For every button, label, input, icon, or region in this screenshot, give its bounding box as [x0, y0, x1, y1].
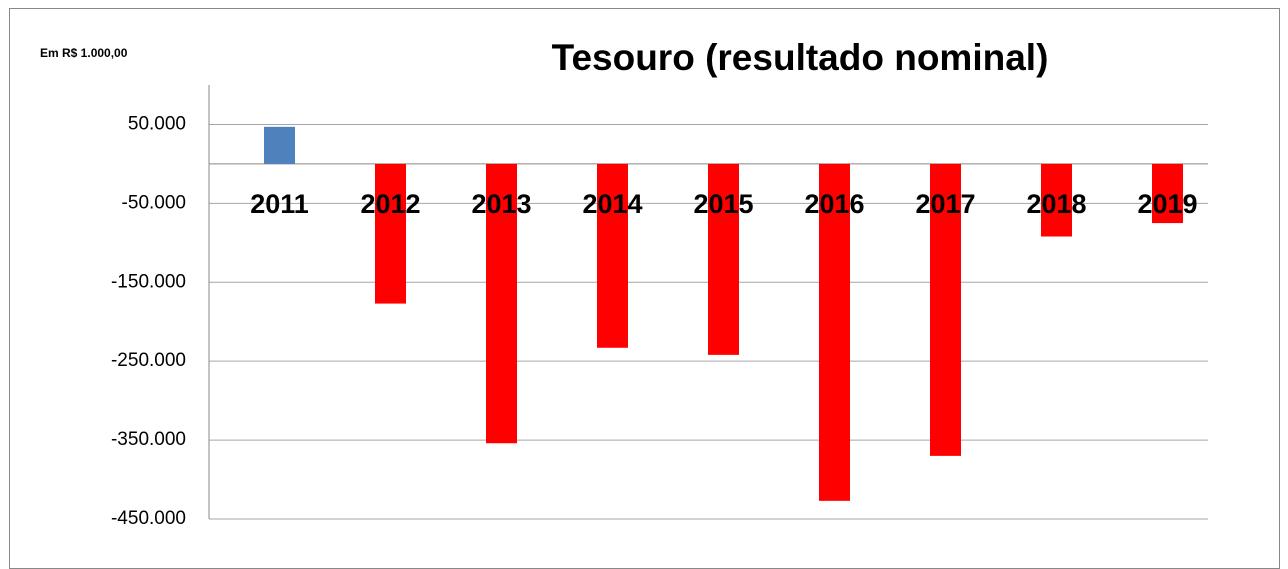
chart-subtitle: Em R$ 1.000,00: [40, 46, 128, 60]
x-tick-label: 2016: [804, 189, 864, 219]
bar: [597, 163, 628, 348]
bar: [264, 126, 295, 164]
y-tick-label: -250.000: [111, 350, 186, 371]
y-tick-label: 50.000: [128, 113, 186, 134]
bar: [930, 163, 961, 456]
x-tick-label: 2018: [1026, 189, 1086, 219]
bar: [375, 163, 406, 304]
bar: [819, 163, 850, 501]
chart-frame: [9, 8, 1280, 569]
x-tick-label: 2019: [1137, 189, 1197, 219]
y-tick-label: -50.000: [122, 192, 186, 213]
y-tick-label: -350.000: [111, 429, 186, 450]
x-tick-label: 2012: [360, 189, 420, 219]
bar: [1041, 163, 1072, 237]
bar: [486, 163, 517, 444]
chart-title: Tesouro (resultado nominal): [552, 37, 1049, 78]
x-tick-label: 2014: [582, 189, 642, 219]
y-tick-label: -450.000: [111, 508, 186, 529]
bar: [708, 163, 739, 355]
x-tick-label: 2015: [693, 189, 753, 219]
x-tick-label: 2013: [471, 189, 531, 219]
x-tick-label: 2017: [915, 189, 975, 219]
bar: [1152, 163, 1183, 224]
x-tick-label: 2011: [250, 189, 309, 219]
y-tick-label: -150.000: [111, 271, 186, 292]
